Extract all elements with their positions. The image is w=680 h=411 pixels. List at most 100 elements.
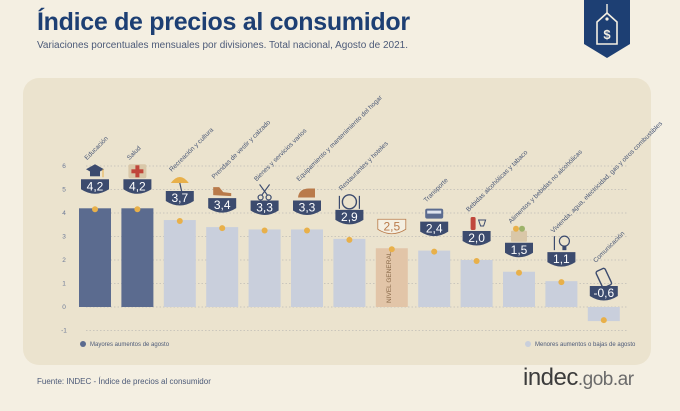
y-tick-label: 6 [62, 163, 66, 170]
value-label: 1,5 [511, 243, 528, 257]
beach-umbrella-icon [170, 177, 189, 193]
category-label: Salud [126, 145, 143, 162]
bar [248, 229, 281, 307]
value-pill [462, 231, 491, 246]
value-label: 3,4 [214, 198, 231, 212]
y-tick-label: 1 [62, 281, 66, 288]
y-tick-label: 0 [62, 304, 66, 311]
value-dot [92, 206, 98, 213]
icon-part [477, 219, 487, 227]
icon-part [427, 210, 442, 214]
y-tick-label: 3 [62, 234, 66, 241]
icon-part [90, 171, 100, 177]
icon-part [265, 194, 272, 201]
category-label: Comunicación [592, 230, 626, 264]
value-label: 3,7 [171, 191, 188, 205]
brand-suffix: .gob.ar [577, 369, 634, 390]
category-label: Transporte [423, 177, 450, 204]
value-label: 4,2 [87, 179, 104, 193]
value-label: 4,2 [129, 179, 146, 193]
page-subtitle: Variaciones porcentuales mensuales por d… [37, 40, 408, 51]
graduation-cap-icon [86, 164, 104, 178]
icon-part [257, 194, 264, 201]
bar [587, 307, 620, 322]
value-pill [123, 179, 152, 194]
value-pill [250, 200, 279, 215]
icon-part [213, 187, 232, 197]
value-dot [346, 236, 353, 243]
category-label: Bebidas alcohólicas y tabaco [465, 149, 529, 213]
bar [460, 260, 493, 307]
icon-part [511, 230, 527, 242]
value-label: 2,9 [341, 210, 358, 224]
smartphone-icon [595, 267, 613, 289]
value-dot [388, 246, 395, 253]
bar [545, 281, 578, 307]
value-label: 3,3 [256, 200, 273, 214]
legend-label: Mayores aumentos de agosto [90, 342, 170, 348]
legend-swatch [80, 341, 86, 347]
icon-part [170, 177, 189, 184]
value-dot [261, 227, 268, 234]
icon-part [259, 184, 269, 196]
brand-main: indec [523, 364, 578, 391]
light-bulb-icon [553, 235, 571, 251]
value-dot [219, 225, 226, 232]
value-pill [420, 221, 449, 237]
legend-swatch [525, 341, 531, 347]
value-dot [304, 227, 310, 234]
value-pill [293, 200, 321, 215]
page-title: Índice de precios al consumidor [37, 8, 410, 36]
value-pill [377, 218, 407, 235]
icon-part [179, 182, 183, 193]
icon-part [131, 169, 144, 174]
bar [79, 208, 111, 307]
value-dot [558, 279, 565, 286]
bar [333, 238, 366, 307]
category-label: Recreación y cultura [168, 126, 215, 173]
source-note: Fuente: INDEC - Índice de precios al con… [37, 377, 211, 386]
value-label: -0,6 [593, 286, 614, 300]
value-label: 2,5 [383, 219, 400, 233]
bar [503, 271, 535, 307]
bar [375, 248, 408, 307]
value-pill [505, 242, 533, 258]
icon-part [513, 225, 519, 232]
icon-part [470, 217, 476, 230]
indec-logo: indec.gob.ar [523, 364, 634, 392]
legend-label: Menores aumentos o bajas de agosto [535, 342, 636, 348]
dish-icon [338, 194, 360, 210]
bus-icon [425, 208, 444, 219]
value-dot [431, 248, 438, 255]
grocery-bag-icon [511, 225, 527, 242]
icon-part [298, 188, 315, 198]
value-dot [516, 269, 522, 276]
value-pill [547, 252, 576, 267]
value-label: 1,1 [553, 252, 570, 266]
value-dot [600, 317, 607, 324]
value-pill [81, 179, 109, 194]
value-dot [134, 206, 141, 213]
value-pill [165, 191, 194, 206]
bar [121, 208, 154, 307]
wine-bottle-icon [470, 217, 487, 230]
y-tick-label: -1 [61, 328, 67, 335]
category-label: NIVEL GENERAL [386, 251, 393, 303]
icon-part [519, 225, 525, 232]
bar [163, 220, 196, 307]
shoe-icon [213, 187, 232, 197]
y-tick-label: 5 [62, 187, 66, 194]
bar [206, 227, 239, 307]
value-label: 2,0 [468, 231, 485, 245]
price-tag-icon: $ [584, 0, 630, 58]
icon-part [595, 267, 613, 289]
icon-part [562, 246, 567, 251]
scissors-icon [257, 184, 272, 201]
category-label: Educación [83, 135, 110, 162]
y-tick-label: 2 [62, 257, 66, 264]
medical-cross-icon [128, 164, 147, 179]
svg-text:$: $ [603, 27, 611, 42]
value-dot [176, 218, 183, 225]
value-pill [208, 198, 237, 213]
